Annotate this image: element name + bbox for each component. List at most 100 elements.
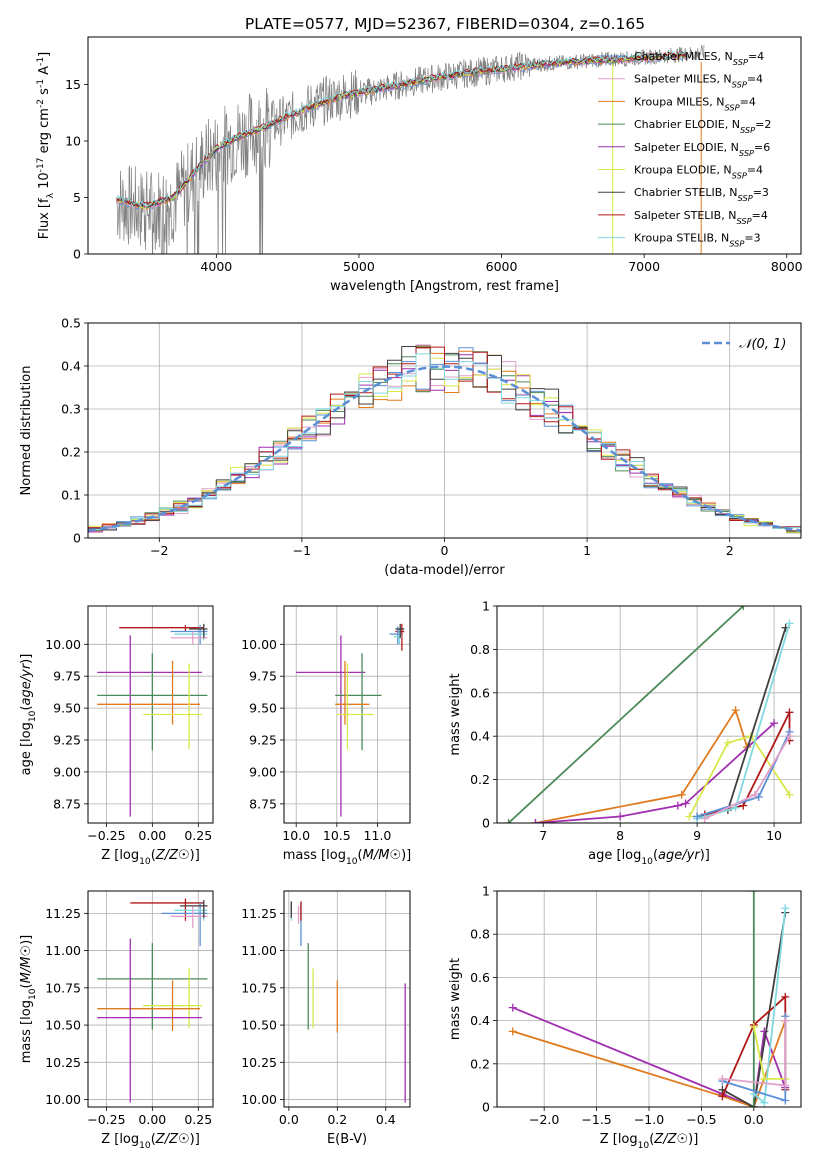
x-tick-label: 0.4 bbox=[376, 1112, 396, 1127]
x-tick-label: 10 bbox=[766, 828, 782, 843]
y-tick-label: 0 bbox=[482, 816, 490, 831]
y-tick-label: 0 bbox=[482, 1100, 490, 1115]
y-tick-label: 0.4 bbox=[61, 359, 81, 374]
x-tick-label: 11.0 bbox=[364, 828, 392, 843]
plot-area-weight-vs-Z bbox=[508, 891, 790, 1107]
plot-area-mass-vs-Z bbox=[97, 898, 208, 1103]
series-kroupa-stelib bbox=[749, 904, 790, 1107]
y-tick-label: 9.50 bbox=[249, 701, 277, 716]
series-marker bbox=[781, 992, 790, 1001]
series-marker bbox=[760, 1027, 769, 1036]
point-kroupa-elodie bbox=[336, 663, 374, 749]
series-line bbox=[512, 1020, 787, 1107]
y-tick-label: 0.2 bbox=[470, 772, 490, 787]
x-tick-label: 7000 bbox=[628, 259, 660, 274]
x-tick-label: 7 bbox=[539, 828, 547, 843]
point-salpeter-stelib bbox=[119, 625, 204, 632]
y-tick-label: 9.75 bbox=[53, 669, 81, 684]
series-line bbox=[535, 708, 748, 823]
panel-weight-vs-Z: −2.0 −1.5 −1.0 −0.5 0.0 0 0.2 0.4 0.6 0.8 1 Z [log1… bbox=[448, 884, 802, 1151]
y-axis-label: Flux [fλ 10-17 erg cm-2 s-1 A-1] bbox=[36, 52, 56, 239]
point-salpeter-miles bbox=[170, 631, 208, 645]
legend-nssp: 4 bbox=[756, 73, 763, 86]
series-marker bbox=[693, 812, 702, 821]
x-axis-label: wavelength [Angstrom, rest frame] bbox=[330, 279, 559, 294]
series-salpeter-miles bbox=[700, 732, 794, 823]
legend-label: Kroupa ELODIE bbox=[634, 164, 716, 177]
point-chabrier-stelib bbox=[189, 623, 208, 638]
series-line bbox=[688, 735, 791, 817]
x-tick-label: 10.5 bbox=[323, 828, 351, 843]
x-tick-label: 9 bbox=[693, 828, 701, 843]
x-tick-label: 8 bbox=[616, 828, 624, 843]
plot-area-mass-vs-ebv bbox=[290, 901, 406, 1103]
series-line bbox=[721, 912, 787, 1107]
panel-age-vs-Z: −0.25 0.00 0.25 8.75 9.00 9.25 9.50 9.75 10.00 Z … bbox=[19, 605, 214, 867]
series-marker bbox=[673, 801, 682, 810]
y-tick-label: 0.8 bbox=[470, 642, 490, 657]
x-tick-label: −0.5 bbox=[686, 1112, 716, 1127]
y-tick-label: 10.75 bbox=[241, 980, 277, 995]
x-tick-label: −1 bbox=[293, 543, 311, 558]
series-marker bbox=[677, 790, 686, 799]
axes-frame bbox=[87, 890, 214, 1108]
x-tick-label: 0.0 bbox=[744, 1112, 764, 1127]
residual-legend: 𝒩(0, 1) bbox=[702, 337, 786, 352]
axes-frame bbox=[87, 605, 214, 824]
x-tick-label: 10.0 bbox=[282, 828, 310, 843]
axes-frame bbox=[496, 605, 802, 824]
legend-entry-chabrier-stelib: Chabrier STELIB, NSSP=3 bbox=[634, 186, 769, 203]
histogram-kroupa-stelib bbox=[88, 353, 801, 530]
x-tick-label: 0.2 bbox=[327, 1112, 347, 1127]
legend-label: Kroupa STELIB bbox=[634, 232, 714, 245]
x-tick-label: 4000 bbox=[200, 259, 232, 274]
x-tick-label: −2 bbox=[150, 543, 168, 558]
series-salpeter-stelib bbox=[700, 708, 794, 819]
y-tick-label: 5 bbox=[73, 190, 81, 205]
series-marker bbox=[770, 719, 779, 728]
legend-label: Chabrier STELIB bbox=[634, 186, 722, 199]
series-marker bbox=[508, 1003, 517, 1012]
legend-label: Kroupa MILES bbox=[634, 95, 709, 108]
series-line bbox=[696, 623, 791, 820]
x-tick-label: −0.25 bbox=[87, 1112, 125, 1127]
legend-label: Chabrier ELODIE bbox=[634, 118, 725, 131]
y-tick-label: 11.00 bbox=[241, 943, 277, 958]
legend-nssp: 2 bbox=[764, 118, 771, 131]
y-tick-label: 10.25 bbox=[45, 1055, 81, 1070]
series-marker bbox=[739, 801, 748, 810]
y-tick-label: 9.75 bbox=[249, 669, 277, 684]
y-axis-label: mass weight bbox=[448, 958, 463, 1040]
point-chabrier-miles bbox=[161, 902, 208, 947]
series-marker bbox=[504, 819, 513, 823]
y-tick-label: 9.00 bbox=[249, 764, 277, 779]
point-chabrier-elodie bbox=[335, 653, 382, 751]
point-salpeter-miles bbox=[170, 905, 208, 929]
y-tick-label: 8.75 bbox=[53, 796, 81, 811]
legend-entry-kroupa-stelib: Kroupa STELIB, NSSP=3 bbox=[634, 232, 761, 249]
series-marker bbox=[718, 1074, 727, 1083]
panel-mass-vs-ebv: 0.0 0.2 0.4 10.00 10.25 10.50 10.75 11.00 11.25 E… bbox=[241, 890, 411, 1147]
panel-mass-vs-Z: −0.25 0.00 0.25 10.00 10.25 10.50 10.75 11.00 11… bbox=[19, 890, 214, 1151]
y-tick-label: 15 bbox=[65, 77, 81, 92]
figure-title: PLATE=0577, MJD=52367, FIBERID=0304, z=0… bbox=[245, 15, 645, 33]
x-tick-label: 8000 bbox=[771, 259, 803, 274]
y-axis-label: mass [log10(M/M☉)] bbox=[19, 935, 38, 1064]
y-tick-label: 0.8 bbox=[470, 927, 490, 942]
series-marker bbox=[723, 738, 732, 747]
y-tick-label: 10 bbox=[65, 133, 81, 148]
y-tick-label: 10.50 bbox=[45, 1018, 81, 1033]
series-marker bbox=[781, 904, 790, 913]
legend-nssp: 3 bbox=[762, 186, 769, 199]
plot-area-residuals bbox=[88, 344, 801, 534]
x-axis-label: mass [log10(M/M☉)] bbox=[283, 848, 412, 867]
series-line bbox=[507, 606, 744, 823]
y-tick-label: 1 bbox=[482, 599, 490, 614]
x-tick-label: −2.0 bbox=[529, 1112, 559, 1127]
series-marker bbox=[749, 1103, 758, 1107]
y-axis-label: age [log10(age/yr)] bbox=[19, 654, 38, 776]
y-tick-label: 0.5 bbox=[61, 316, 81, 331]
legend-entry-chabrier-elodie: Chabrier ELODIE, NSSP=2 bbox=[634, 118, 771, 135]
legend-entry-chabrier-miles: Chabrier MILES, NSSP=4 bbox=[634, 50, 764, 67]
